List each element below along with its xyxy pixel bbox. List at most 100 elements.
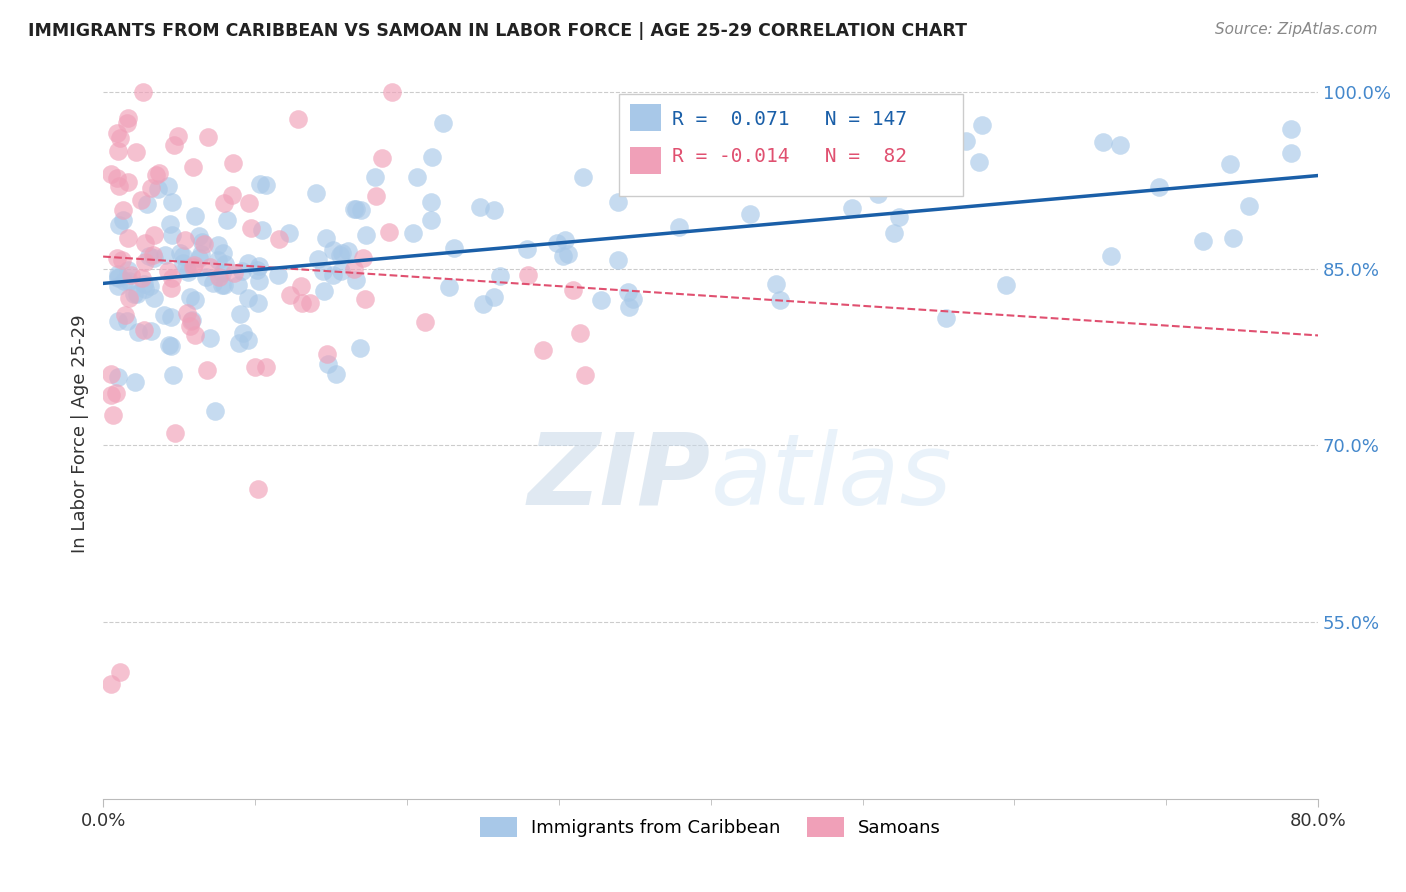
Point bbox=[967, 155, 990, 169]
Point bbox=[381, 85, 404, 99]
Point bbox=[889, 210, 911, 224]
Point bbox=[619, 300, 641, 314]
Point bbox=[344, 202, 367, 216]
Point bbox=[700, 171, 723, 186]
Point bbox=[108, 130, 131, 145]
Point bbox=[254, 178, 277, 192]
Point bbox=[246, 296, 269, 310]
Point bbox=[201, 276, 224, 290]
Point bbox=[118, 274, 141, 288]
Point bbox=[243, 359, 266, 374]
Point bbox=[489, 268, 512, 283]
Text: IMMIGRANTS FROM CARIBBEAN VS SAMOAN IN LABOR FORCE | AGE 25-29 CORRELATION CHART: IMMIGRANTS FROM CARIBBEAN VS SAMOAN IN L… bbox=[28, 22, 967, 40]
Point bbox=[299, 295, 322, 310]
Point bbox=[159, 217, 181, 231]
Point bbox=[557, 246, 579, 260]
Point bbox=[236, 291, 259, 305]
Point bbox=[152, 308, 174, 322]
Point bbox=[143, 251, 166, 265]
Point bbox=[249, 177, 271, 191]
Point bbox=[111, 253, 134, 268]
Point bbox=[181, 260, 204, 274]
Point bbox=[204, 403, 226, 417]
Point bbox=[101, 408, 124, 422]
Point bbox=[139, 324, 162, 338]
Point bbox=[568, 326, 591, 341]
Point bbox=[117, 231, 139, 245]
Point bbox=[247, 274, 270, 288]
Point bbox=[1192, 234, 1215, 248]
Point bbox=[100, 167, 122, 181]
Point bbox=[125, 145, 148, 160]
Text: ZIP: ZIP bbox=[527, 429, 710, 526]
Point bbox=[1219, 157, 1241, 171]
Point bbox=[316, 357, 339, 371]
Point bbox=[238, 196, 260, 211]
Point bbox=[108, 178, 131, 193]
Point bbox=[143, 291, 166, 305]
Point bbox=[247, 259, 270, 273]
Point bbox=[107, 369, 129, 384]
Point bbox=[247, 482, 270, 496]
Point bbox=[617, 285, 640, 299]
Point bbox=[402, 226, 425, 240]
Point bbox=[184, 293, 207, 308]
Point bbox=[236, 256, 259, 270]
Point bbox=[315, 347, 337, 361]
Point bbox=[471, 297, 494, 311]
Point bbox=[589, 293, 612, 307]
Point bbox=[111, 202, 134, 217]
Point bbox=[174, 233, 197, 247]
Point bbox=[187, 228, 209, 243]
Point bbox=[236, 333, 259, 347]
Point bbox=[702, 161, 724, 175]
Point bbox=[267, 232, 290, 246]
Point bbox=[138, 278, 160, 293]
Point bbox=[105, 126, 128, 140]
Point bbox=[169, 245, 191, 260]
Point bbox=[212, 245, 235, 260]
Point bbox=[1091, 135, 1114, 149]
Point bbox=[105, 171, 128, 186]
Point bbox=[250, 223, 273, 237]
Point bbox=[432, 116, 454, 130]
Point bbox=[208, 270, 231, 285]
Point bbox=[972, 118, 994, 132]
Point bbox=[142, 248, 165, 262]
Point bbox=[344, 273, 367, 287]
Point bbox=[1279, 121, 1302, 136]
Point bbox=[574, 368, 596, 383]
Point bbox=[291, 295, 314, 310]
Point bbox=[246, 262, 269, 277]
Point bbox=[160, 280, 183, 294]
Point bbox=[132, 277, 155, 291]
Point bbox=[146, 182, 169, 196]
Point bbox=[883, 226, 905, 240]
Point bbox=[228, 335, 250, 350]
Point bbox=[561, 284, 583, 298]
Point bbox=[484, 203, 506, 218]
Point bbox=[132, 85, 155, 99]
Point bbox=[287, 112, 309, 126]
Point bbox=[197, 362, 219, 376]
Point bbox=[439, 280, 461, 294]
Point bbox=[134, 323, 156, 337]
Point bbox=[533, 343, 555, 358]
Point bbox=[668, 219, 690, 234]
Point bbox=[160, 194, 183, 209]
Point bbox=[157, 178, 180, 193]
Point bbox=[108, 665, 131, 679]
Point bbox=[172, 255, 194, 269]
Point bbox=[322, 268, 344, 283]
Point bbox=[167, 128, 190, 143]
Point bbox=[841, 201, 863, 215]
Point bbox=[153, 248, 176, 262]
Point bbox=[551, 249, 574, 263]
Point bbox=[124, 287, 146, 301]
Point bbox=[354, 227, 377, 242]
Point bbox=[231, 264, 253, 278]
Point bbox=[217, 213, 239, 227]
Point bbox=[228, 307, 250, 321]
Point bbox=[181, 313, 204, 327]
Point bbox=[181, 160, 204, 174]
